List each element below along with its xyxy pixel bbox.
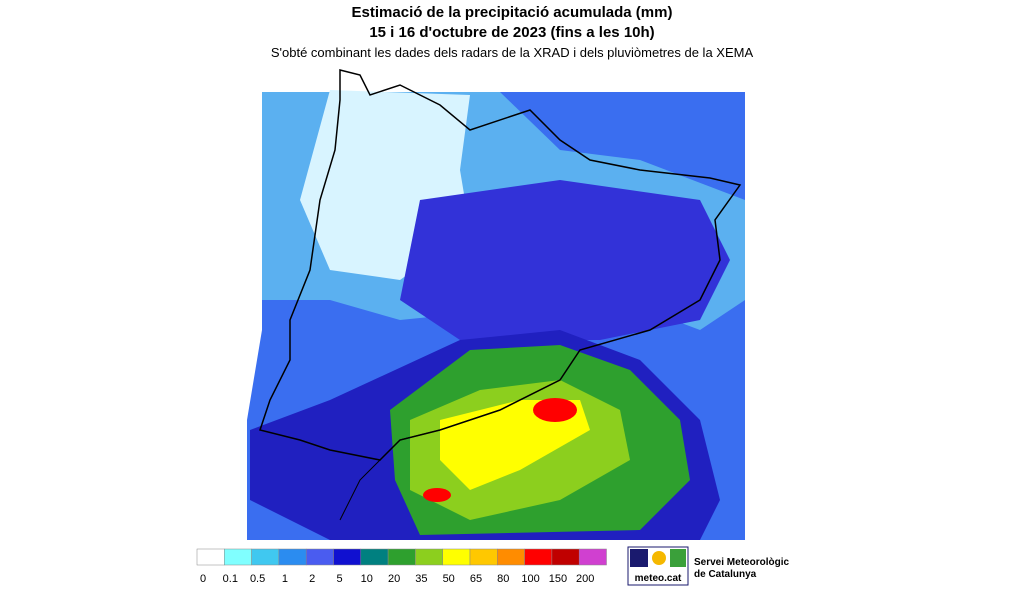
legend-label: 0.5 — [250, 573, 265, 585]
logo-line1: Servei Meteorològic — [694, 557, 789, 568]
rain-yellow — [440, 400, 590, 490]
legend-swatch — [551, 548, 580, 566]
logo: meteo.cat Servei Meteorològic de Catalun… — [627, 546, 789, 586]
legend-swatch — [305, 548, 334, 566]
legend-swatch — [524, 548, 553, 566]
date: 15 i 16 d'octubre de 2023 (fins a les 10… — [369, 24, 655, 41]
logo-brand: meteo.cat — [635, 573, 682, 584]
legend-swatch — [251, 548, 280, 566]
legend-label: 50 — [443, 573, 455, 585]
legend-swatch — [442, 548, 471, 566]
logo-icon — [652, 551, 666, 565]
legend-swatch — [333, 548, 362, 566]
legend-swatch — [278, 548, 307, 566]
legend-label: 2 — [309, 573, 315, 585]
legend-swatch — [415, 548, 443, 566]
legend-swatch — [196, 548, 225, 566]
legend-swatch — [578, 548, 607, 566]
legend-label: 0 — [200, 573, 206, 585]
subtitle: S'obté combinant les dades dels radars d… — [270, 45, 754, 60]
logo-icon — [670, 549, 686, 567]
logo-icon — [630, 549, 648, 567]
coast — [339, 379, 561, 521]
legend-label: 0.1 — [223, 573, 238, 585]
rain-moderate — [400, 180, 730, 340]
legend-label: 150 — [549, 573, 567, 585]
legend-swatch — [387, 548, 416, 566]
rain-max — [423, 488, 451, 502]
legend-label: 65 — [470, 573, 482, 585]
legend-label: 5 — [336, 573, 342, 585]
legend: 0 0.1 0.5 1 2 5 10 20 35 50 65 80 100 150 200 — [196, 548, 607, 585]
title: Estimació de la precipitació acumulada (… — [351, 4, 673, 21]
rain-max — [533, 398, 577, 422]
legend-label: 20 — [388, 573, 400, 585]
legend-label: 1 — [282, 573, 288, 585]
legend-label: 100 — [521, 573, 539, 585]
logo-line2: de Catalunya — [694, 569, 757, 580]
legend-label: 10 — [361, 573, 373, 585]
legend-swatch — [497, 548, 525, 566]
legend-swatch — [360, 548, 389, 566]
legend-label: 35 — [415, 573, 427, 585]
border — [259, 69, 742, 461]
legend-label: 200 — [576, 573, 594, 585]
legend-label: 80 — [497, 573, 509, 585]
legend-swatch — [224, 548, 252, 566]
legend-swatch — [469, 548, 498, 566]
